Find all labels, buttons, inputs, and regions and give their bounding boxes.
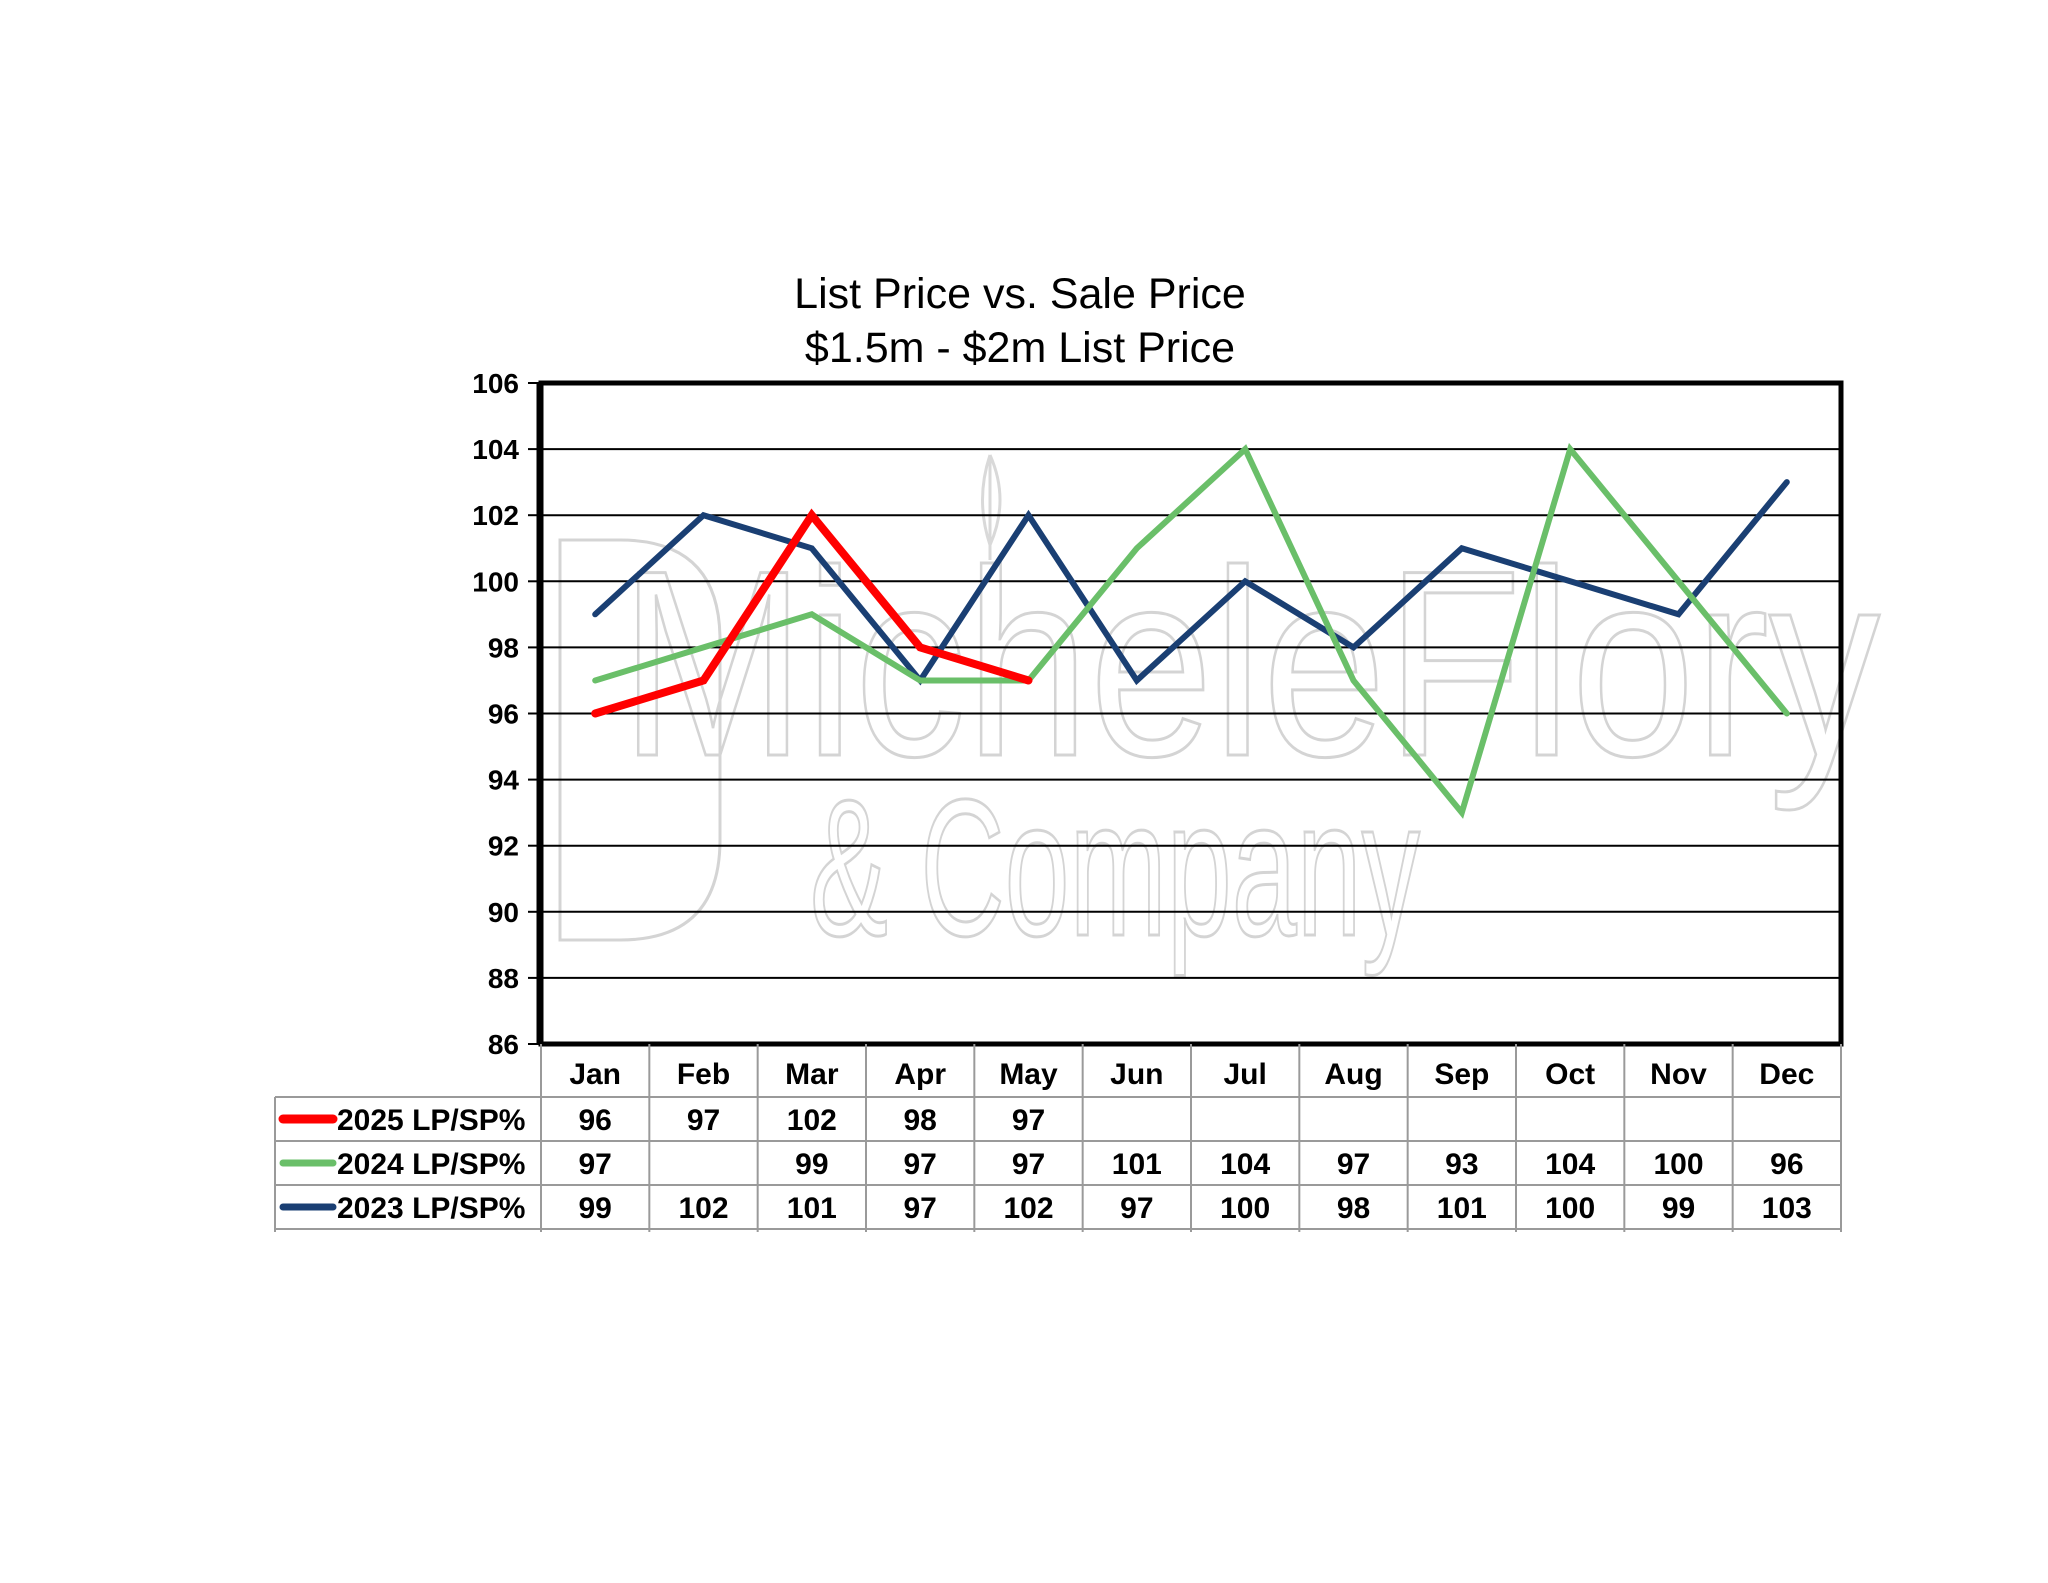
watermark-logo: MicheleFlory& Company	[558, 454, 1882, 979]
x-tick-label: Sep	[1434, 1058, 1489, 1091]
y-tick-label: 88	[488, 963, 519, 994]
table-cell-value: 104	[1545, 1148, 1595, 1181]
x-tick-label: Nov	[1650, 1058, 1707, 1091]
series-lines	[591, 442, 1790, 819]
legend-label: 2024 LP/SP%	[337, 1148, 525, 1181]
y-axis: 86 88 90 92 94 96 98 100 102 104 106	[472, 368, 541, 1060]
table-cell-value: 99	[578, 1192, 611, 1225]
table-cell-value: 100	[1545, 1192, 1595, 1225]
gridlines	[541, 382, 1841, 1045]
table-cell-value: 97	[1012, 1148, 1045, 1181]
x-tick-label: Oct	[1545, 1058, 1595, 1091]
y-tick-label: 92	[488, 831, 519, 862]
x-tick-label: Jun	[1110, 1058, 1163, 1091]
watermark-text-line2: & Company	[810, 759, 1420, 977]
chart-title: List Price vs. Sale Price	[794, 270, 1246, 318]
table-cell-value: 97	[903, 1192, 936, 1225]
table-cell-value: 98	[1337, 1192, 1370, 1225]
y-tick-label: 100	[472, 566, 519, 597]
table-cell-value: 101	[1112, 1148, 1162, 1181]
table-cell-value: 100	[1653, 1148, 1703, 1181]
table-cell-value: 93	[1445, 1148, 1478, 1181]
table-cell-value: 97	[687, 1104, 720, 1137]
table-cell-value: 96	[578, 1104, 611, 1137]
table-cell-value: 101	[787, 1192, 837, 1225]
watermark-text-line1: MicheleFlory	[620, 516, 1880, 813]
y-tick-label: 106	[472, 368, 519, 399]
table-cell-value: 97	[1012, 1104, 1045, 1137]
y-tick-label: 94	[488, 765, 520, 796]
x-tick-label: Aug	[1324, 1058, 1382, 1091]
series-line-2024	[592, 442, 1790, 819]
series-line-2025	[591, 508, 1033, 718]
y-tick-label: 98	[488, 632, 519, 663]
x-tick-label: Feb	[677, 1058, 730, 1091]
y-tick-label: 96	[488, 699, 519, 730]
table-cell-value: 97	[578, 1148, 611, 1181]
table-cell-value: 97	[903, 1148, 936, 1181]
data-table: Jan Feb Mar Apr May Jun Jul Aug Sep Oct Nov Dec 2025…	[274, 1044, 1842, 1232]
table-cell-value: 101	[1437, 1192, 1487, 1225]
watermark-tree-shape	[981, 454, 1002, 560]
y-tick-label: 90	[488, 897, 519, 928]
table-cell-value: 99	[1662, 1192, 1695, 1225]
y-tick-label: 104	[472, 434, 519, 465]
legend-label: 2023 LP/SP%	[337, 1192, 525, 1225]
table-cell-value: 97	[1337, 1148, 1370, 1181]
x-tick-label: Dec	[1759, 1058, 1814, 1091]
chart-title-block: List Price vs. Sale Price $1.5m - $2m Li…	[794, 270, 1246, 372]
table-cell-value: 97	[1120, 1192, 1153, 1225]
table-cell-value: 102	[787, 1104, 837, 1137]
table-cell-value: 102	[1003, 1192, 1053, 1225]
x-tick-label: Jan	[569, 1058, 621, 1091]
table-cell-value: 102	[678, 1192, 728, 1225]
table-cell-value: 100	[1220, 1192, 1270, 1225]
chart-subtitle: $1.5m - $2m List Price	[805, 324, 1235, 372]
table-cell-value: 99	[795, 1148, 828, 1181]
table-cell-value: 96	[1770, 1148, 1803, 1181]
table-cell-value: 98	[903, 1104, 936, 1137]
table-cell-value: 103	[1762, 1192, 1812, 1225]
x-tick-label: Apr	[894, 1058, 946, 1091]
y-tick-label: 86	[488, 1029, 519, 1060]
x-tick-label: May	[999, 1058, 1058, 1091]
x-tick-label: Jul	[1223, 1058, 1266, 1091]
y-tick-label: 102	[472, 500, 519, 531]
legend-label: 2025 LP/SP%	[337, 1104, 525, 1137]
table-cell-value: 104	[1220, 1148, 1270, 1181]
x-tick-label: Mar	[785, 1058, 839, 1091]
